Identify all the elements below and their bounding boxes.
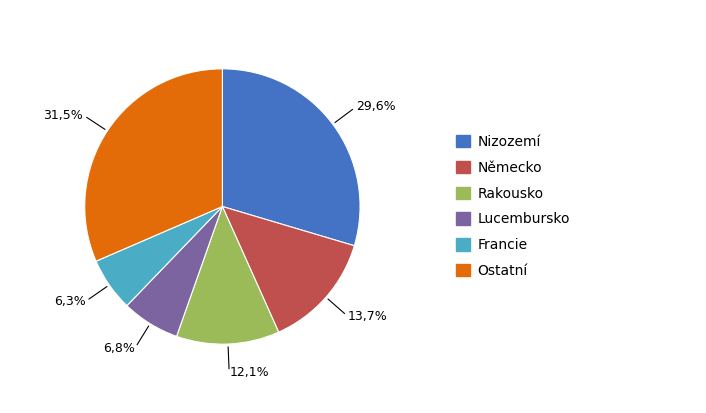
Text: 6,3%: 6,3%	[54, 295, 85, 308]
Wedge shape	[222, 206, 354, 332]
Wedge shape	[176, 206, 279, 344]
Wedge shape	[85, 69, 222, 261]
Text: 12,1%: 12,1%	[229, 366, 269, 380]
Text: 31,5%: 31,5%	[43, 109, 83, 121]
Wedge shape	[127, 206, 222, 336]
Text: 6,8%: 6,8%	[103, 342, 135, 355]
Wedge shape	[96, 206, 222, 306]
Text: 29,6%: 29,6%	[356, 100, 395, 114]
Text: 13,7%: 13,7%	[347, 310, 388, 323]
Legend: Nizozemí, Německo, Rakousko, Lucembursko, Francie, Ostatní: Nizozemí, Německo, Rakousko, Lucembursko…	[457, 135, 570, 278]
Wedge shape	[222, 69, 360, 246]
